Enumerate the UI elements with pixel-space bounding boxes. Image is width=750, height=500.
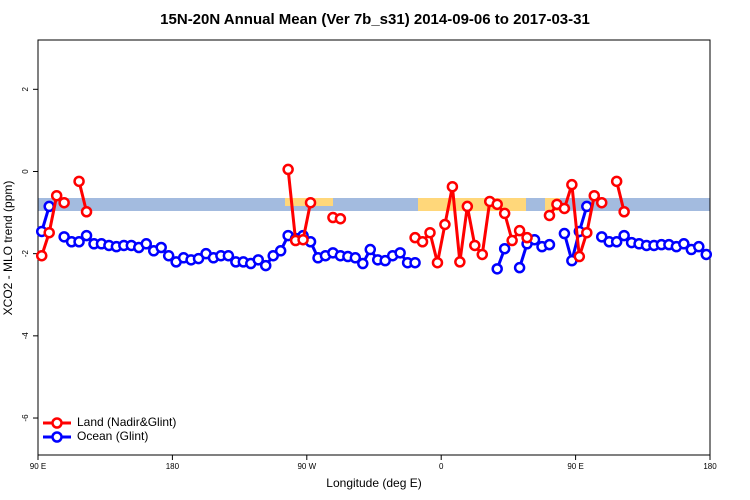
point [192,252,205,265]
point [58,231,70,243]
point [394,247,406,259]
point [498,207,511,220]
y-axis-label: XCO2 - MLO trend (ppm) [1,181,15,316]
point [461,200,474,213]
point [558,202,571,215]
point [304,196,317,209]
point [498,242,511,255]
legend-label: Land (Nadir&Glint) [77,415,176,429]
x-tick-label: 90 E [30,462,46,471]
point [506,234,518,247]
point [543,238,556,251]
point [521,231,533,244]
legend-label: Ocean (Glint) [77,429,148,443]
point [297,233,309,246]
point [573,250,586,263]
y-tick-label: -4 [21,332,30,340]
point [431,256,444,269]
point [80,229,93,242]
x-tick-label: 90 E [567,462,583,471]
point [588,189,601,202]
point [424,226,436,239]
point [50,189,63,202]
point [252,254,265,266]
point [409,256,421,269]
point [35,249,48,262]
point [469,239,481,252]
point [259,259,272,272]
point [267,249,279,262]
point [349,252,362,264]
point [558,227,571,240]
point [476,248,489,261]
point [595,231,608,243]
y-tick-label: -2 [21,250,30,258]
point [491,198,503,211]
point [678,238,690,250]
x-tick-label: 180 [703,462,717,471]
legend-marker [51,417,63,429]
y-tick-label: 0 [21,169,30,174]
point [222,249,235,262]
point [43,226,55,239]
point [58,196,70,209]
point [513,224,526,237]
point [416,235,429,248]
point [618,229,630,242]
point [610,235,623,248]
point [364,243,377,256]
y-tick-label: -6 [21,414,30,422]
point [566,178,578,191]
point [162,249,175,262]
point [700,248,713,261]
point [282,163,294,176]
point [155,241,167,254]
point [140,238,153,250]
point [543,209,556,222]
y-tick-label: 2 [21,87,30,92]
point [618,206,630,218]
point [446,180,459,193]
legend-marker [51,431,63,443]
point [454,256,466,268]
point [595,196,608,209]
point [73,175,85,188]
point [610,175,623,188]
ocean-strip [38,198,710,211]
point [379,254,391,267]
plot-frame [37,39,711,456]
surface-mask [38,198,710,211]
point [581,226,593,239]
point [439,218,451,231]
x-tick-label: 90 W [297,462,316,471]
point [357,257,369,270]
point [491,263,503,275]
x-axis-label: Longitude (deg E) [326,476,421,490]
chart-title: 15N-20N Annual Mean (Ver 7b_s31) 2014-09… [160,11,590,28]
point [73,235,85,248]
x-tick-label: 180 [166,462,180,471]
point [80,206,93,218]
x-tick-label: 0 [439,462,444,471]
point [274,245,287,257]
point [334,212,347,225]
point [693,240,705,253]
point [513,261,526,274]
